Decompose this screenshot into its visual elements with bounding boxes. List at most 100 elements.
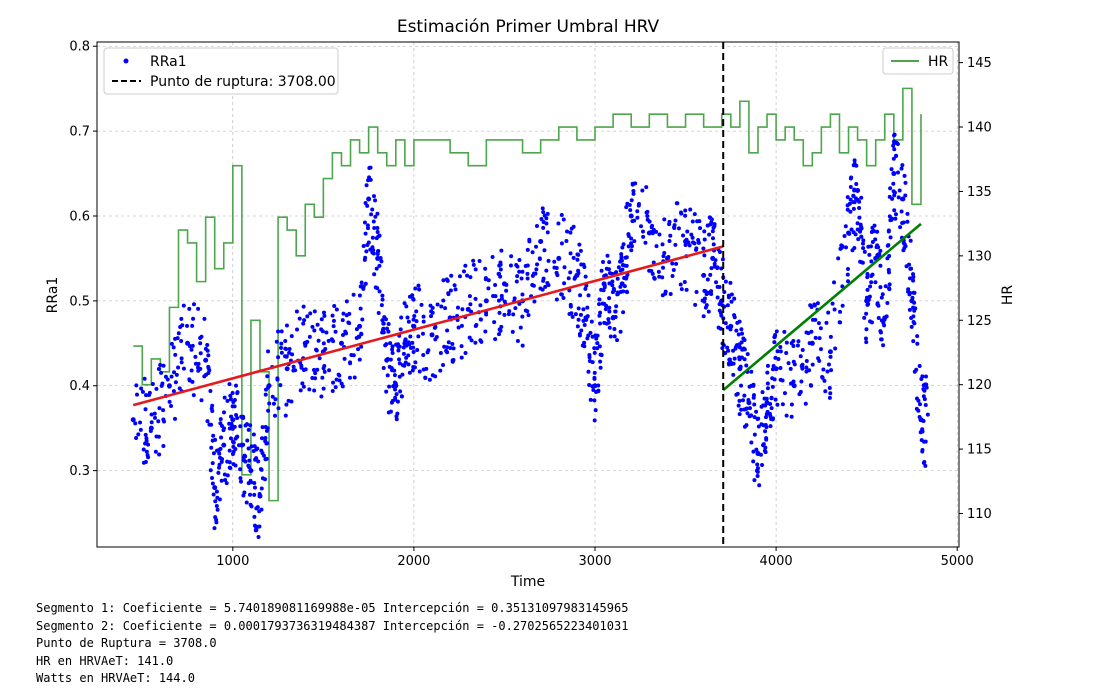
rra1-point [473,267,478,272]
rra1-point [198,341,203,346]
rra1-point [855,188,861,194]
rra1-point [711,242,716,247]
rra1-point [232,404,237,409]
rra1-point [755,462,760,467]
rra1-point [758,452,763,457]
rra1-point [543,284,548,289]
rra1-point [869,280,874,285]
rra1-point [754,447,759,452]
rra1-point [187,344,192,349]
segment-fit-line [132,245,724,407]
rra1-point [890,196,895,201]
rra1-point [190,379,195,384]
rra1-point [784,340,789,345]
rra1-point [373,198,378,203]
rra1-point [632,218,637,223]
rra1-point [900,163,905,168]
rra1-point [577,242,582,247]
rra1-point [756,424,761,429]
rra1-point [732,313,737,318]
rra1-point [223,478,228,483]
rra1-point [629,236,634,241]
rra1-point [212,526,217,531]
rra1-point [405,315,410,320]
rra1-point [210,481,215,486]
rra1-point [219,478,224,483]
rra1-point [249,504,254,509]
rra1-point [303,343,308,348]
rra1-point [344,313,349,318]
rra1-point [836,256,841,261]
rra1-point [888,186,893,191]
rra1-point [256,534,261,539]
rra1-point [307,334,312,339]
rra1-point [368,165,373,170]
rra1-point [800,366,805,371]
rra1-point [210,409,215,414]
rra1-point [375,226,380,231]
rra1-point [305,314,310,319]
rra1-point [795,343,800,348]
rra1-point [888,218,893,223]
rra1-point [816,356,821,361]
rra1-point [832,280,837,285]
rra1-point [603,307,608,312]
rra1-point [541,278,546,283]
x-tick-label: 5000 [941,554,974,569]
rra1-point [363,231,368,236]
rra1-point [598,352,603,357]
rra1-point [906,289,911,294]
rra1-point [374,266,379,271]
rra1-point [876,245,881,250]
rra1-point [571,255,576,260]
rra1-point [867,294,872,299]
rra1-point [195,365,200,370]
rra1-point [769,395,774,400]
rra1-point [878,263,883,268]
rra1-point [230,439,235,444]
rra1-point [920,374,925,379]
rra1-point [694,246,699,251]
rra1-point [241,458,246,463]
rra1-point [235,434,240,439]
rra1-point [445,278,450,283]
rra1-point [379,303,384,308]
rra1-point [206,365,211,370]
rra1-point [652,275,657,280]
rra1-point [570,314,575,319]
rra1-point [824,320,829,325]
rra1-point [467,294,472,299]
rra1-point [189,368,194,373]
y2-tick-label: 115 [967,443,992,458]
rra1-point [681,233,686,238]
rra1-point [620,262,625,267]
rra1-point [248,492,253,497]
rra1-point [676,226,681,231]
rra1-point [670,274,675,279]
rra1-point [582,322,587,327]
rra1-point [625,290,630,295]
rra1-point [894,153,899,158]
rra1-point [569,311,574,316]
rra1-point [702,296,707,301]
rra1-point [465,306,471,312]
rra1-point [842,234,847,239]
rra1-point [873,280,878,285]
rra1-point [323,346,328,351]
rra1-point [615,292,620,297]
rra1-point [387,384,392,389]
rra1-point [375,229,380,234]
rra1-point [301,304,306,309]
rra1-point [210,475,215,480]
rra1-point [308,311,313,316]
rra1-point [251,449,256,454]
rra1-point [621,242,626,247]
rra1-point [592,383,598,389]
rra1-point [259,486,264,491]
rra1-point [606,267,611,272]
rra1-point [179,356,184,361]
rra1-point [751,395,756,400]
rra1-point [809,304,814,309]
rra1-point [668,292,673,297]
rra1-point [330,313,335,318]
